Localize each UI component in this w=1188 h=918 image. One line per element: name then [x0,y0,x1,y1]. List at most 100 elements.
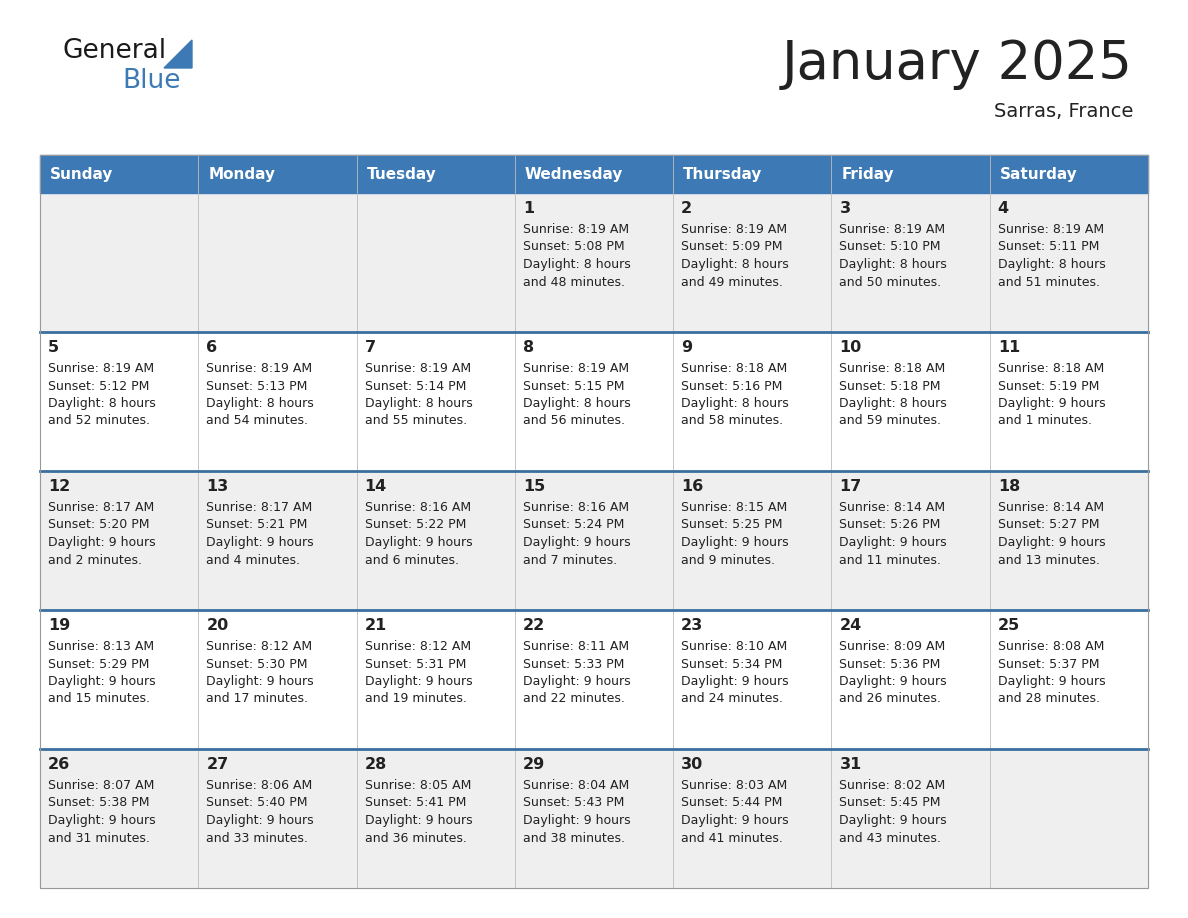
Text: Daylight: 8 hours: Daylight: 8 hours [681,397,789,410]
Text: Sunset: 5:40 PM: Sunset: 5:40 PM [207,797,308,810]
Text: 8: 8 [523,340,533,355]
Text: January 2025: January 2025 [782,38,1133,90]
Text: and 9 minutes.: and 9 minutes. [681,554,775,566]
Text: Daylight: 9 hours: Daylight: 9 hours [48,675,156,688]
Text: Sunset: 5:21 PM: Sunset: 5:21 PM [207,519,308,532]
Text: and 19 minutes.: and 19 minutes. [365,692,467,706]
Text: 9: 9 [681,340,693,355]
Text: Sunrise: 8:17 AM: Sunrise: 8:17 AM [207,501,312,514]
Text: Sunrise: 8:18 AM: Sunrise: 8:18 AM [998,362,1104,375]
Text: General: General [62,38,166,64]
Text: Sunset: 5:11 PM: Sunset: 5:11 PM [998,241,1099,253]
Text: and 1 minutes.: and 1 minutes. [998,415,1092,428]
Text: Blue: Blue [122,68,181,94]
Text: Sunset: 5:24 PM: Sunset: 5:24 PM [523,519,624,532]
Text: 22: 22 [523,618,545,633]
Bar [40,155,1148,888]
Text: 24: 24 [840,618,861,633]
Text: 21: 21 [365,618,387,633]
Text: and 52 minutes.: and 52 minutes. [48,415,150,428]
Text: Sunrise: 8:06 AM: Sunrise: 8:06 AM [207,779,312,792]
Text: and 54 minutes.: and 54 minutes. [207,415,308,428]
Text: Sunset: 5:41 PM: Sunset: 5:41 PM [365,797,466,810]
Text: 4: 4 [998,201,1009,216]
Text: Sunrise: 8:19 AM: Sunrise: 8:19 AM [207,362,312,375]
Text: Sunrise: 8:10 AM: Sunrise: 8:10 AM [681,640,788,653]
Text: Sunrise: 8:18 AM: Sunrise: 8:18 AM [681,362,788,375]
Text: and 7 minutes.: and 7 minutes. [523,554,617,566]
Text: Daylight: 9 hours: Daylight: 9 hours [207,675,314,688]
Text: Sunrise: 8:19 AM: Sunrise: 8:19 AM [998,223,1104,236]
Text: Daylight: 8 hours: Daylight: 8 hours [48,397,156,410]
Text: Daylight: 9 hours: Daylight: 9 hours [207,536,314,549]
Text: Daylight: 9 hours: Daylight: 9 hours [681,675,789,688]
Polygon shape [164,40,192,68]
Bar [40,471,1148,610]
Text: 1: 1 [523,201,533,216]
Text: Sunset: 5:10 PM: Sunset: 5:10 PM [840,241,941,253]
Text: Sunrise: 8:18 AM: Sunrise: 8:18 AM [840,362,946,375]
Text: 20: 20 [207,618,228,633]
Text: Sunrise: 8:05 AM: Sunrise: 8:05 AM [365,779,470,792]
Text: 16: 16 [681,479,703,494]
Text: 14: 14 [365,479,387,494]
Text: 18: 18 [998,479,1020,494]
Text: Sunset: 5:18 PM: Sunset: 5:18 PM [840,379,941,393]
Text: 28: 28 [365,757,387,772]
Text: Daylight: 9 hours: Daylight: 9 hours [998,536,1105,549]
Text: 17: 17 [840,479,861,494]
Text: Sunrise: 8:15 AM: Sunrise: 8:15 AM [681,501,788,514]
Text: Daylight: 8 hours: Daylight: 8 hours [681,258,789,271]
Text: Sunset: 5:16 PM: Sunset: 5:16 PM [681,379,783,393]
Text: Daylight: 9 hours: Daylight: 9 hours [998,675,1105,688]
Text: Daylight: 9 hours: Daylight: 9 hours [840,675,947,688]
Text: and 56 minutes.: and 56 minutes. [523,415,625,428]
Text: Sunset: 5:34 PM: Sunset: 5:34 PM [681,657,783,670]
Text: Daylight: 9 hours: Daylight: 9 hours [207,814,314,827]
Text: Sunrise: 8:14 AM: Sunrise: 8:14 AM [998,501,1104,514]
Text: Sunset: 5:33 PM: Sunset: 5:33 PM [523,657,624,670]
Text: Sunset: 5:22 PM: Sunset: 5:22 PM [365,519,466,532]
Text: Daylight: 9 hours: Daylight: 9 hours [48,536,156,549]
Text: Sunset: 5:09 PM: Sunset: 5:09 PM [681,241,783,253]
Text: Sunset: 5:44 PM: Sunset: 5:44 PM [681,797,783,810]
Text: Daylight: 9 hours: Daylight: 9 hours [365,675,472,688]
Text: Sunrise: 8:08 AM: Sunrise: 8:08 AM [998,640,1104,653]
Text: Daylight: 8 hours: Daylight: 8 hours [207,397,314,410]
Text: Daylight: 9 hours: Daylight: 9 hours [523,536,631,549]
Text: Daylight: 8 hours: Daylight: 8 hours [523,397,631,410]
Text: Sunrise: 8:02 AM: Sunrise: 8:02 AM [840,779,946,792]
Text: Sunrise: 8:19 AM: Sunrise: 8:19 AM [365,362,470,375]
Text: Daylight: 9 hours: Daylight: 9 hours [840,536,947,549]
Text: Sunrise: 8:04 AM: Sunrise: 8:04 AM [523,779,630,792]
Text: 27: 27 [207,757,228,772]
Text: Sunrise: 8:19 AM: Sunrise: 8:19 AM [840,223,946,236]
Text: and 11 minutes.: and 11 minutes. [840,554,941,566]
Text: 31: 31 [840,757,861,772]
Text: Sunset: 5:13 PM: Sunset: 5:13 PM [207,379,308,393]
Text: Sunrise: 8:16 AM: Sunrise: 8:16 AM [523,501,628,514]
Text: Sunset: 5:27 PM: Sunset: 5:27 PM [998,519,1099,532]
Text: and 24 minutes.: and 24 minutes. [681,692,783,706]
Text: Daylight: 9 hours: Daylight: 9 hours [365,814,472,827]
Text: 5: 5 [48,340,59,355]
Text: Sunset: 5:12 PM: Sunset: 5:12 PM [48,379,150,393]
Text: Sunrise: 8:19 AM: Sunrise: 8:19 AM [681,223,788,236]
Text: and 41 minutes.: and 41 minutes. [681,832,783,845]
Text: Sunset: 5:19 PM: Sunset: 5:19 PM [998,379,1099,393]
Text: Sunset: 5:26 PM: Sunset: 5:26 PM [840,519,941,532]
Text: Tuesday: Tuesday [367,166,436,182]
Text: Daylight: 9 hours: Daylight: 9 hours [840,814,947,827]
Text: and 15 minutes.: and 15 minutes. [48,692,150,706]
Text: 6: 6 [207,340,217,355]
Text: Wednesday: Wednesday [525,166,624,182]
Text: and 55 minutes.: and 55 minutes. [365,415,467,428]
Text: 23: 23 [681,618,703,633]
Text: Daylight: 8 hours: Daylight: 8 hours [365,397,473,410]
Text: 25: 25 [998,618,1020,633]
Text: and 31 minutes.: and 31 minutes. [48,832,150,845]
Text: Friday: Friday [841,166,895,182]
Text: 3: 3 [840,201,851,216]
Text: 13: 13 [207,479,228,494]
Text: Thursday: Thursday [683,166,763,182]
